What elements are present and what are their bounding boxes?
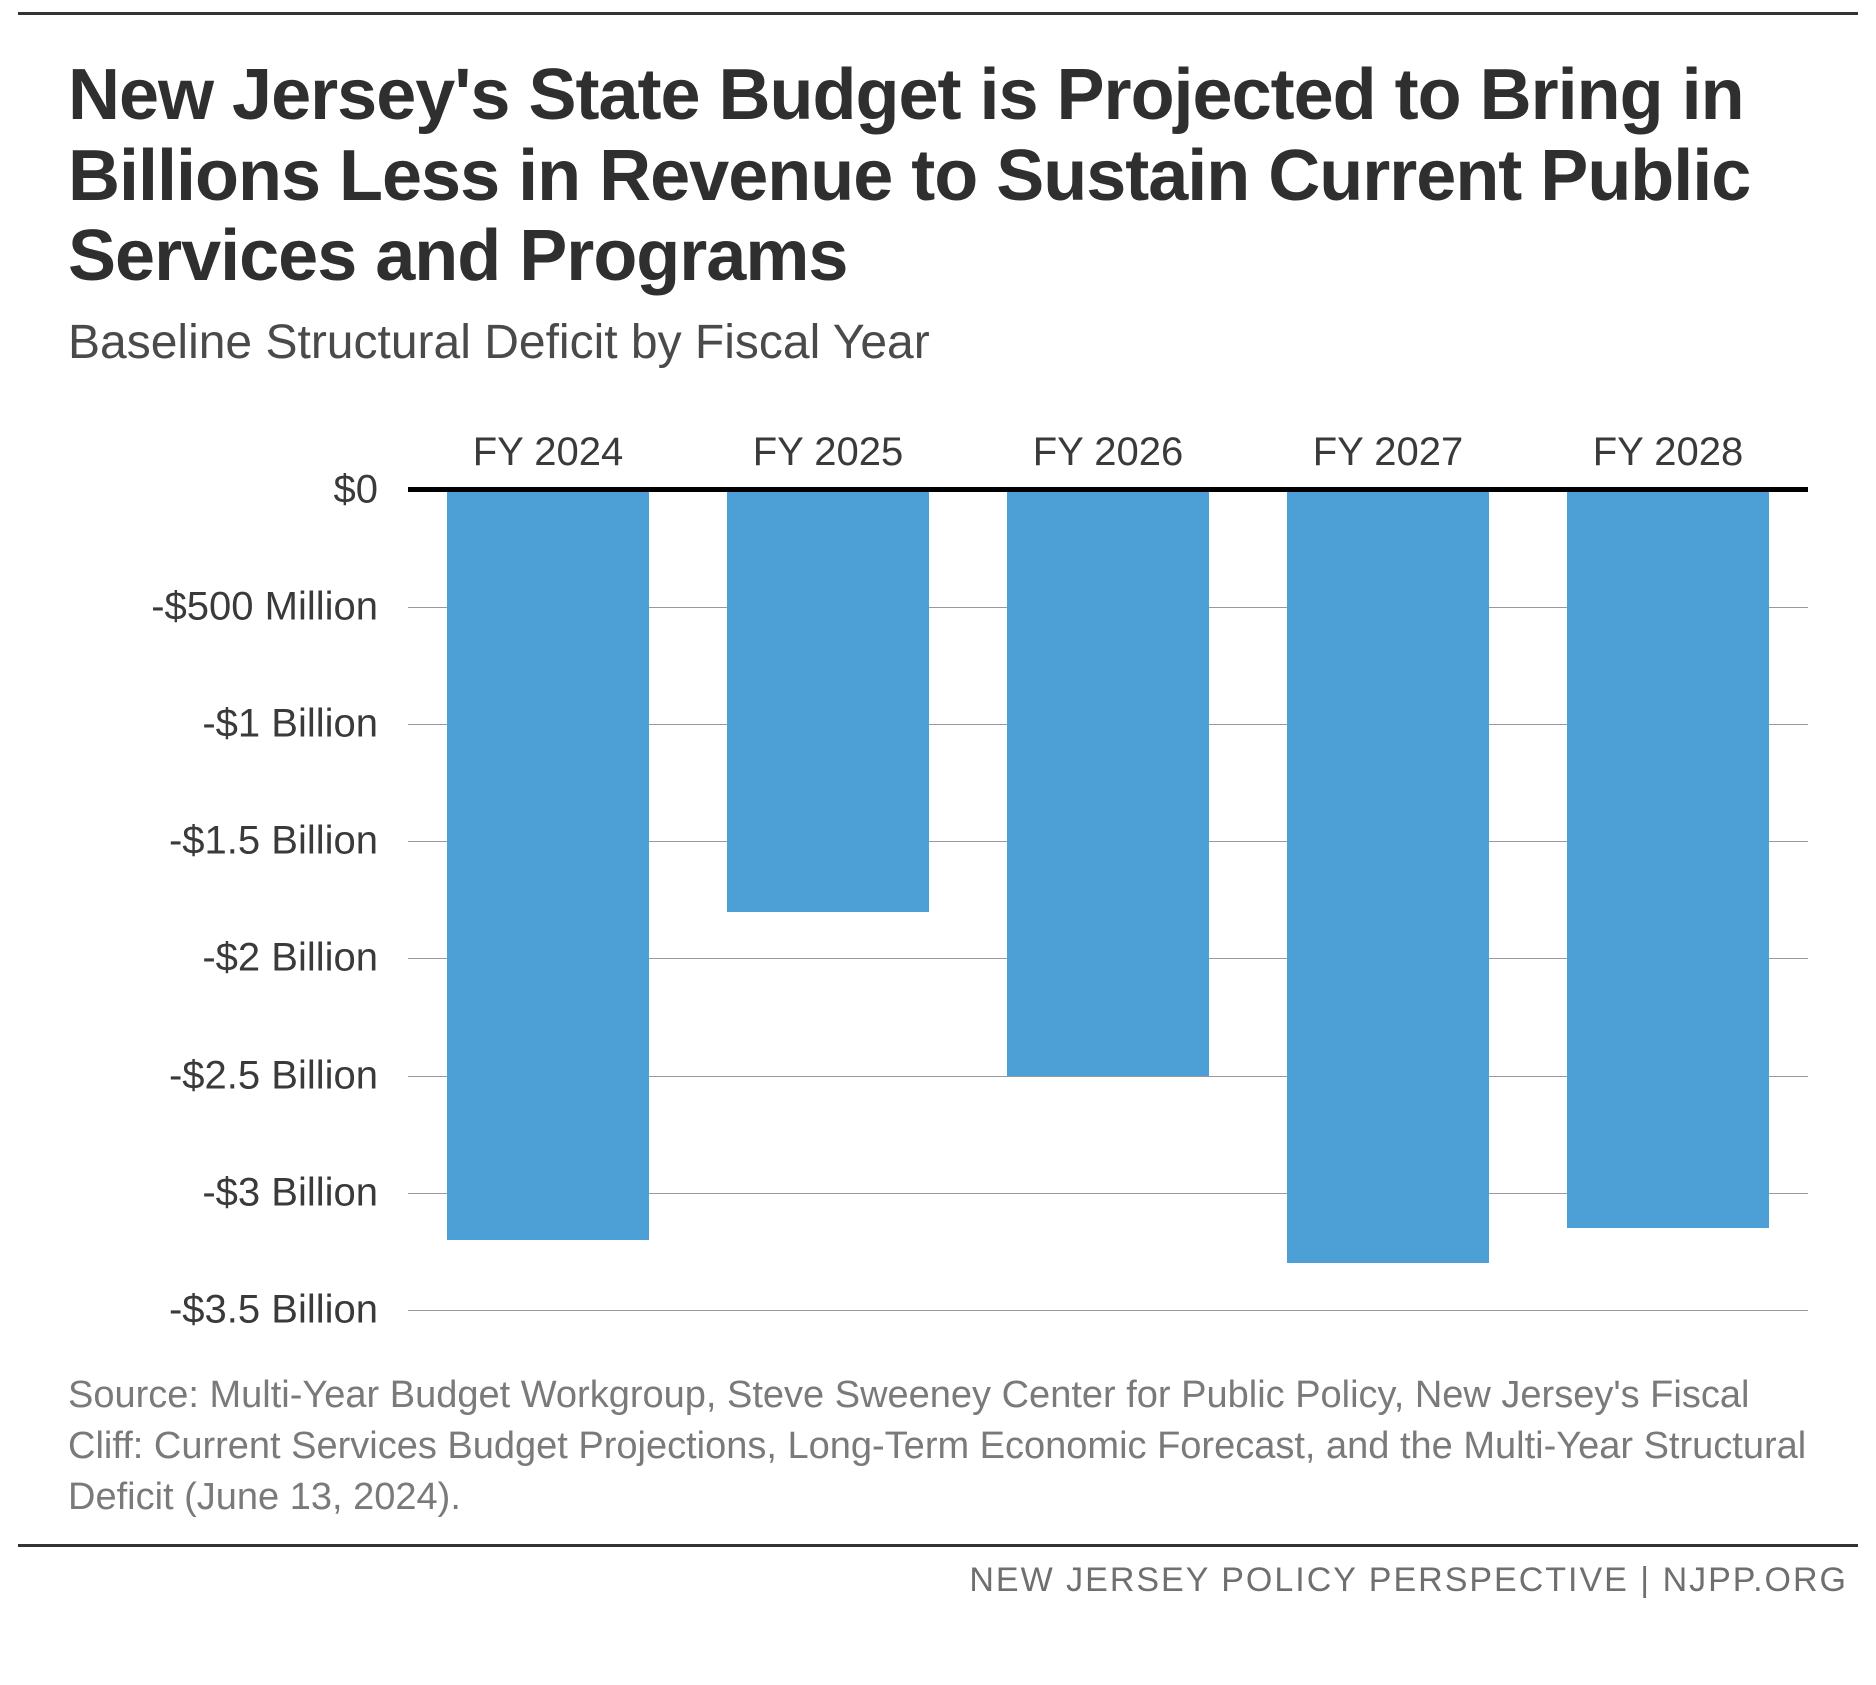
y-axis-label: -$500 Million — [68, 585, 378, 630]
y-axis-label: -$1.5 Billion — [68, 819, 378, 864]
source-note: Source: Multi-Year Budget Workgroup, Ste… — [68, 1370, 1808, 1524]
y-axis-label: -$3.5 Billion — [68, 1287, 378, 1332]
chart-subtitle: Baseline Structural Deficit by Fiscal Ye… — [68, 315, 1808, 370]
bar — [1287, 490, 1489, 1263]
x-axis-label: FY 2025 — [688, 430, 968, 475]
bar — [727, 490, 929, 912]
y-axis-label: $0 — [68, 467, 378, 512]
gridline — [408, 1310, 1808, 1311]
chart-card: New Jersey's State Budget is Projected t… — [18, 12, 1858, 1547]
y-axis-label: -$2 Billion — [68, 936, 378, 981]
bar — [1567, 490, 1769, 1228]
baseline — [408, 487, 1808, 492]
footer-attribution: NEW JERSEY POLICY PERSPECTIVE | NJPP.ORG — [18, 1561, 1858, 1600]
x-axis-label: FY 2026 — [968, 430, 1248, 475]
plot-area — [408, 490, 1808, 1310]
y-axis-label: -$1 Billion — [68, 702, 378, 747]
chart-area: $0 -$500 Million -$1 Billion -$1.5 Billion -… — [68, 430, 1808, 1310]
bar-chart: $0 -$500 Million -$1 Billion -$1.5 Billion -… — [68, 430, 1808, 1310]
x-axis-label: FY 2024 — [408, 430, 688, 475]
x-axis-label: FY 2027 — [1248, 430, 1528, 475]
bar — [447, 490, 649, 1240]
chart-title: New Jersey's State Budget is Projected t… — [68, 55, 1808, 297]
x-axis-label: FY 2028 — [1528, 430, 1808, 475]
bar — [1007, 490, 1209, 1076]
y-axis-label: -$3 Billion — [68, 1170, 378, 1215]
y-axis-label: -$2.5 Billion — [68, 1053, 378, 1098]
